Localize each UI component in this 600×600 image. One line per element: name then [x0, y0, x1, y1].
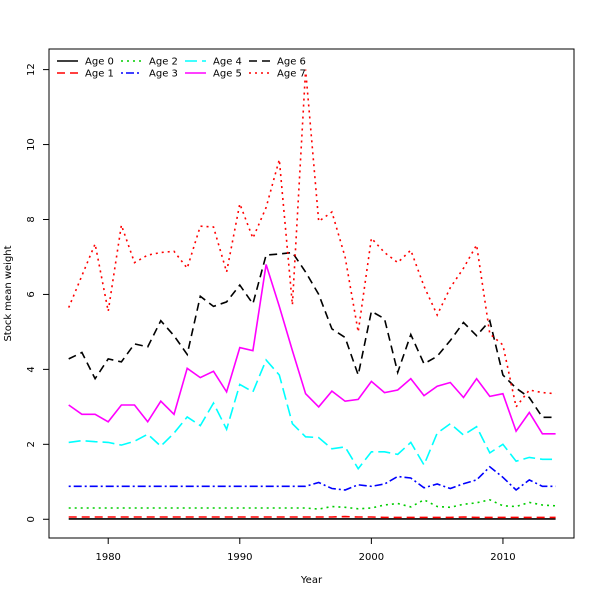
y-tick-label-0: 0 — [26, 516, 37, 522]
y-axis-label: Stock mean weight — [3, 245, 14, 341]
legend-label-1: Age 1 — [85, 69, 114, 80]
series-line-4 — [68, 358, 556, 471]
legend-label-0: Age 0 — [85, 57, 114, 68]
series-line-7 — [67, 69, 556, 409]
series-line-5 — [68, 264, 556, 435]
legend-label-3: Age 3 — [149, 69, 178, 80]
y-tick-label-4: 8 — [26, 216, 37, 222]
series-line-6 — [68, 251, 556, 419]
y-axis: 0 2 4 6 8 10 12 — [26, 63, 49, 522]
y-tick-label-2: 4 — [26, 366, 37, 372]
x-tick-label-0: 1980 — [95, 552, 120, 563]
legend-label-4: Age 4 — [213, 57, 242, 68]
plot-frame — [48, 48, 575, 539]
y-tick-label-5: 10 — [26, 138, 37, 151]
legend-label-2: Age 2 — [149, 57, 178, 68]
series-line-3 — [68, 465, 556, 492]
legend-label-6: Age 6 — [277, 57, 306, 68]
x-tick-label-2: 2000 — [359, 552, 384, 563]
legend-label-5: Age 5 — [213, 69, 242, 80]
series-line-2 — [68, 498, 556, 510]
y-tick-label-6: 12 — [26, 63, 37, 76]
series-line-1 — [68, 515, 556, 519]
x-tick-label-3: 2010 — [490, 552, 515, 563]
y-tick-label-3: 6 — [26, 291, 37, 297]
x-tick-label-1: 1990 — [227, 552, 252, 563]
legend-label-7: Age 7 — [277, 69, 306, 80]
y-tick-label-1: 2 — [26, 441, 37, 447]
x-axis-label: Year — [300, 575, 323, 586]
plot-lines — [67, 69, 556, 520]
x-axis: 1980 1990 2000 2010 — [95, 538, 516, 563]
